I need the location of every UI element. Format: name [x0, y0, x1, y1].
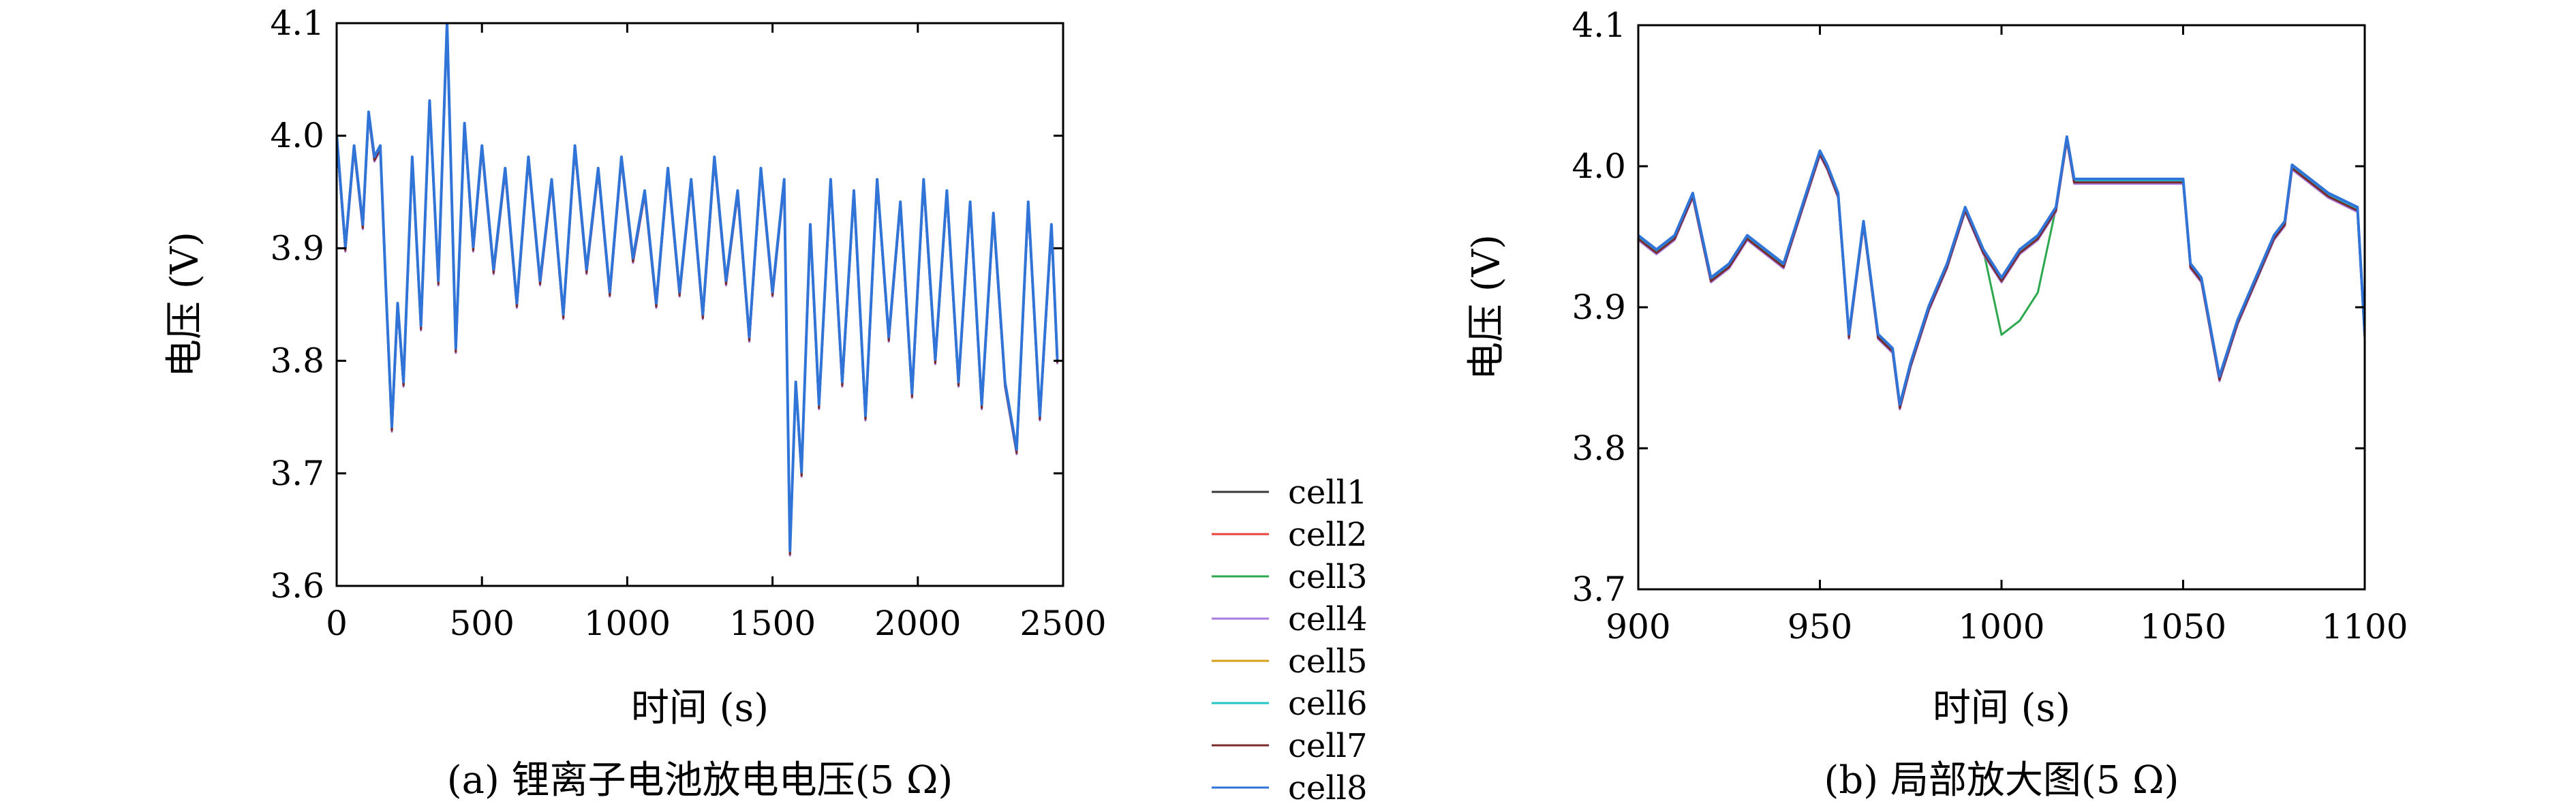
chart-a-ticks: 0 500 1000 1500 2000 2500 3.6 3.7 3.8 3.9 4.0 4.1 — [270, 3, 1106, 643]
chart-b-ytick-label: 3.7 — [1571, 570, 1626, 609]
chart-a-frame — [335, 22, 1064, 587]
legend-label-cell8: cell8 — [1288, 769, 1368, 807]
chart-a-xtick-label: 500 — [449, 604, 514, 643]
chart-a-xtick-label: 0 — [326, 604, 348, 643]
chart-b-line-cell5 — [1638, 137, 2365, 407]
chart-b-line-cell6 — [1638, 138, 2365, 408]
chart-b-line-cell3 — [1638, 136, 2365, 407]
chart-a-xtick-label: 1500 — [729, 604, 816, 643]
legend-label-cell6: cell6 — [1288, 685, 1368, 723]
chart-b-xtick-label: 900 — [1606, 607, 1670, 647]
chart-a-caption: (a) 锂离子电池放电电压(5 Ω) — [447, 758, 953, 803]
chart-b-caption: (b) 局部放大图(5 Ω) — [1824, 758, 2179, 803]
chart-a-series — [337, 23, 1059, 557]
chart-a-ytick-label: 3.7 — [270, 454, 324, 493]
chart-a-ylabel: 电压 (V) — [163, 232, 207, 377]
legend-label-cell3: cell3 — [1288, 558, 1368, 596]
chart-b-xtick-label: 950 — [1788, 607, 1852, 647]
chart-a-ytick-label: 4.1 — [270, 3, 324, 43]
chart-b-line-cell1 — [1638, 138, 2365, 409]
chart-b-xtick-label: 1100 — [2321, 607, 2408, 647]
chart-b-xtick-label: 1000 — [1958, 607, 2044, 647]
chart-b-xlabel: 时间 (s) — [1933, 686, 2070, 730]
chart-b-ytick-label: 3.8 — [1571, 429, 1626, 468]
chart-a-xtick-label: 2000 — [874, 604, 961, 643]
chart-b-series — [1638, 135, 2365, 411]
chart-b-xtick-label: 1050 — [2140, 607, 2226, 647]
chart-b-line-cell7 — [1638, 139, 2365, 409]
chart-b-frame — [1637, 24, 2366, 591]
chart-b-ylabel: 电压 (V) — [1465, 234, 1509, 380]
chart-b-ytick-label: 4.1 — [1571, 5, 1626, 45]
chart-b-ytick-label: 4.0 — [1571, 146, 1626, 186]
chart-a-ytick-label: 4.0 — [270, 116, 324, 155]
chart-a-ytick-label: 3.6 — [270, 566, 324, 606]
legend-label-cell5: cell5 — [1288, 642, 1368, 681]
chart-b-ytick-label: 3.9 — [1571, 288, 1626, 327]
chart-a-line-cell8 — [337, 23, 1059, 553]
legend-label-cell2: cell2 — [1288, 516, 1368, 554]
legend: cell1 cell2 cell3 cell4 cell5 cell6 cell7 cell8 — [1212, 473, 1368, 807]
legend-label-cell4: cell4 — [1288, 600, 1368, 638]
chart-a-xlabel: 时间 (s) — [631, 686, 769, 730]
legend-label-cell7: cell7 — [1288, 727, 1368, 765]
chart-b-ticks: 900 950 1000 1050 1100 3.7 3.8 3.9 4.0 4.1 — [1571, 5, 2408, 647]
chart-b: 900 950 1000 1050 1100 3.7 3.8 3.9 4.0 4.1 时间 (s)… — [1465, 5, 2408, 803]
chart-a-ytick-label: 3.9 — [270, 228, 324, 268]
chart-b-line-cell8 — [1638, 135, 2365, 406]
chart-a-ytick-label: 3.8 — [270, 341, 324, 381]
chart-a-xtick-label: 2500 — [1019, 604, 1106, 643]
legend-label-cell1: cell1 — [1288, 473, 1368, 512]
chart-a-xtick-label: 1000 — [584, 604, 671, 643]
chart-a: 0 500 1000 1500 2000 2500 3.6 3.7 3.8 3.9 4.0 4.1 时… — [163, 3, 1107, 803]
